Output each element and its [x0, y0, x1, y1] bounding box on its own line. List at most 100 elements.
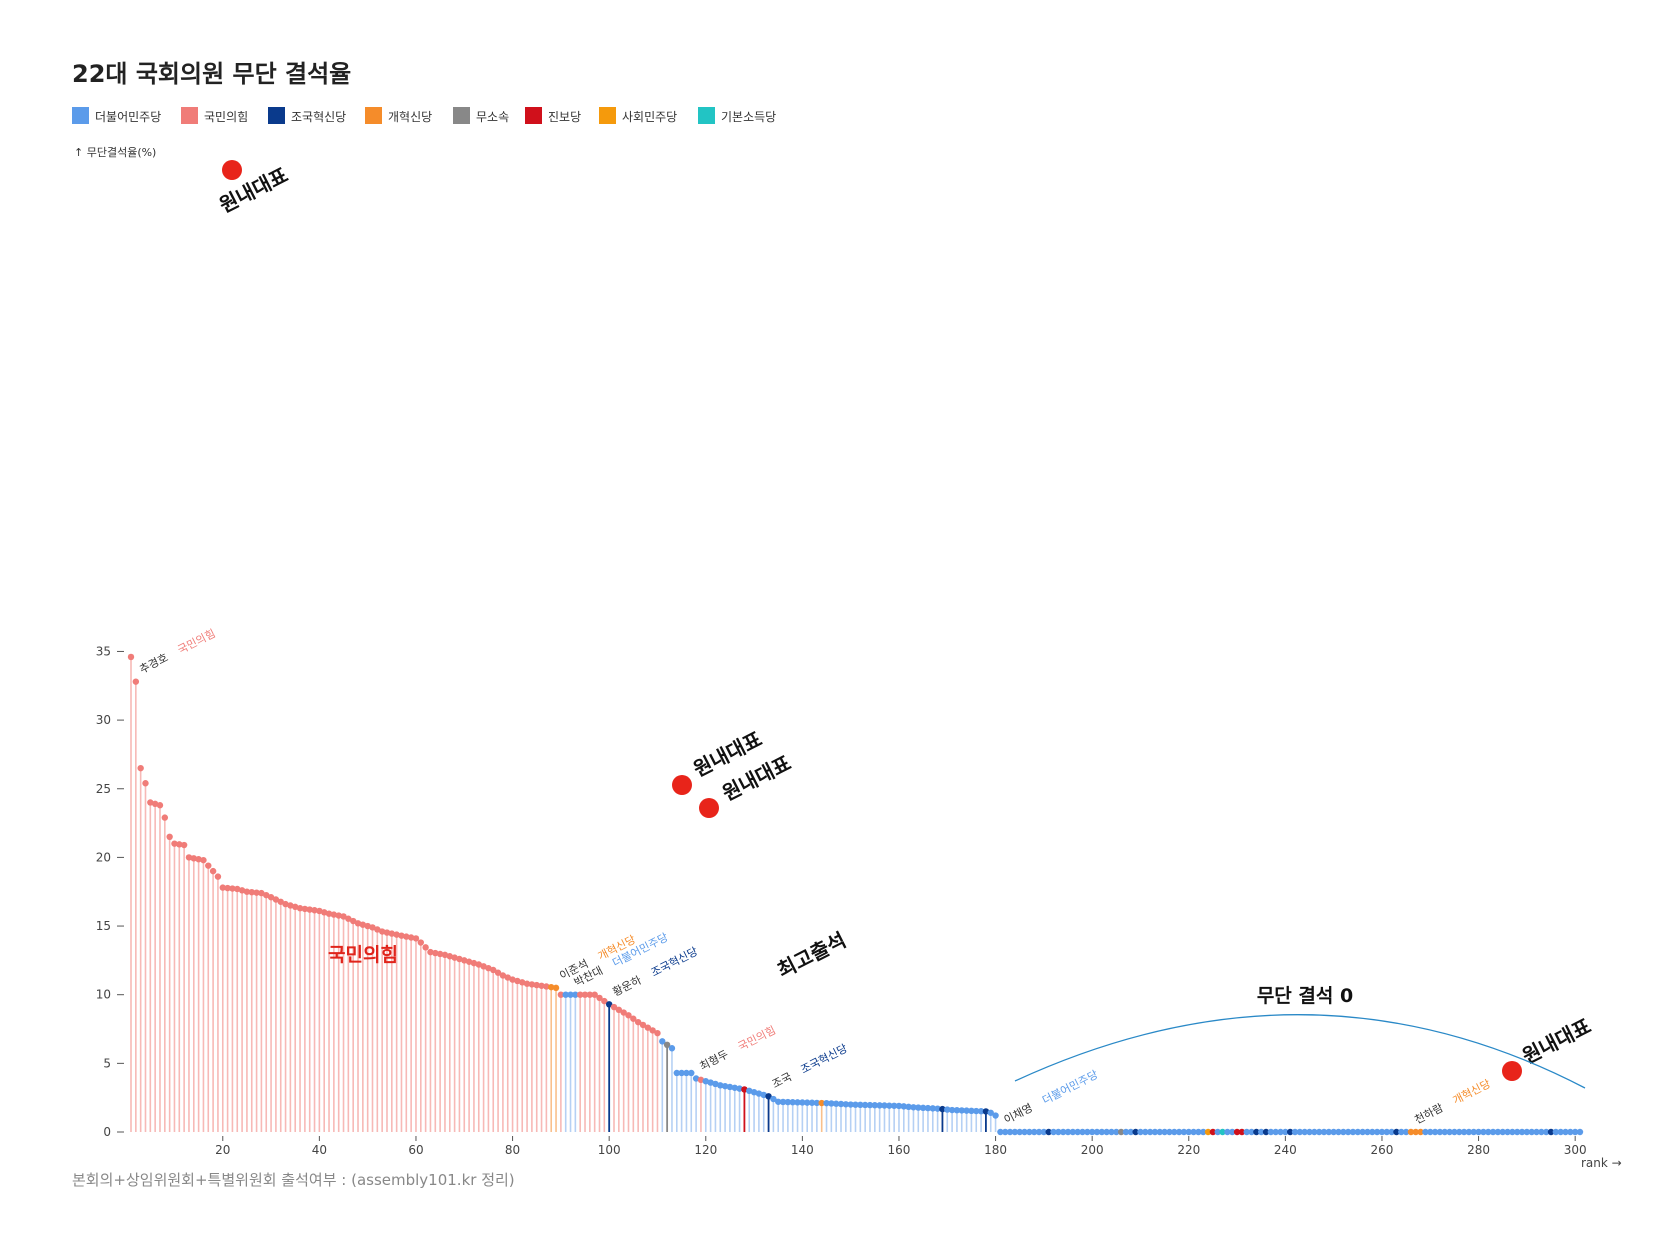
- point-rank-201: [1093, 1128, 1101, 1136]
- floor-leader-marker: [1502, 1061, 1522, 1081]
- point-rank-273: [1441, 1128, 1448, 1136]
- point-rank-11: [176, 841, 183, 848]
- point-rank-78: [499, 972, 507, 979]
- point-rank-86: [538, 982, 545, 989]
- x-tick-label: 160: [888, 1143, 911, 1157]
- y-tick-label: 20: [96, 850, 111, 864]
- member-name: 최형두: [698, 1048, 731, 1073]
- floor-leader-marker: [699, 798, 719, 818]
- point-rank-286: [1504, 1128, 1511, 1136]
- point-rank-164: [915, 1104, 922, 1111]
- point-rank-183: [1006, 1128, 1014, 1136]
- point-rank-264: [1398, 1128, 1405, 1136]
- point-rank-14: [190, 855, 197, 862]
- point-rank-102: [615, 1006, 623, 1014]
- point-rank-65: [436, 950, 444, 958]
- point-rank-46: [345, 915, 352, 922]
- point-rank-221: [1190, 1128, 1197, 1136]
- point-rank-125: [726, 1083, 734, 1091]
- x-tick-label: 80: [505, 1143, 520, 1157]
- point-rank-249: [1325, 1128, 1333, 1136]
- point-rank-213: [1151, 1128, 1159, 1136]
- point-rank-295: [1547, 1128, 1555, 1136]
- point-rank-202: [1098, 1128, 1106, 1136]
- member-name: 추경호: [137, 651, 170, 676]
- point-rank-298: [1562, 1128, 1569, 1136]
- point-rank-62: [422, 944, 429, 951]
- point-rank-222: [1195, 1128, 1202, 1136]
- point-rank-174: [963, 1107, 970, 1114]
- point-rank-91: [562, 991, 569, 998]
- y-tick-label: 15: [96, 919, 111, 933]
- point-rank-161: [900, 1103, 907, 1110]
- point-rank-281: [1480, 1128, 1487, 1136]
- point-rank-92: [567, 991, 574, 998]
- point-rank-113: [668, 1045, 676, 1052]
- point-rank-265: [1402, 1128, 1410, 1136]
- point-rank-299: [1567, 1128, 1574, 1136]
- point-rank-223: [1200, 1128, 1207, 1136]
- point-rank-28: [258, 889, 265, 897]
- point-rank-13: [185, 854, 193, 861]
- point-rank-143: [813, 1099, 821, 1107]
- legend-swatch: [599, 107, 616, 124]
- legend-swatch: [525, 107, 542, 124]
- point-rank-83: [523, 980, 531, 987]
- point-rank-35: [292, 903, 299, 911]
- point-rank-77: [494, 969, 502, 976]
- point-rank-132: [760, 1091, 767, 1099]
- point-rank-172: [953, 1107, 961, 1114]
- point-rank-106: [634, 1018, 642, 1026]
- y-tick-label: 0: [103, 1125, 111, 1139]
- point-rank-22: [229, 885, 236, 892]
- member-party: 조국혁신당: [649, 945, 700, 980]
- point-rank-16: [200, 856, 207, 864]
- member-name: 이채영: [1002, 1101, 1035, 1126]
- point-rank-51: [369, 924, 376, 931]
- point-rank-98: [596, 994, 603, 1002]
- point-rank-301: [1576, 1128, 1584, 1136]
- point-rank-181: [997, 1128, 1004, 1136]
- point-rank-145: [823, 1099, 830, 1107]
- point-rank-288: [1514, 1128, 1521, 1136]
- point-rank-211: [1142, 1128, 1149, 1136]
- point-rank-268: [1417, 1128, 1424, 1136]
- point-rank-294: [1542, 1128, 1550, 1136]
- point-rank-272: [1436, 1128, 1444, 1136]
- point-rank-4: [142, 780, 149, 787]
- point-rank-266: [1407, 1128, 1415, 1136]
- point-rank-285: [1499, 1128, 1506, 1136]
- point-rank-237: [1267, 1128, 1275, 1136]
- point-rank-188: [1031, 1128, 1038, 1136]
- point-rank-99: [601, 997, 608, 1005]
- best-attendance-callout: 최고출석: [773, 928, 849, 983]
- point-rank-207: [1122, 1128, 1130, 1136]
- point-rank-215: [1161, 1128, 1168, 1136]
- point-rank-284: [1494, 1128, 1502, 1136]
- point-rank-109: [649, 1027, 656, 1034]
- point-rank-195: [1064, 1128, 1072, 1136]
- legend-label: 더불어민주당: [95, 110, 161, 124]
- point-rank-297: [1557, 1128, 1564, 1136]
- point-rank-104: [625, 1012, 632, 1019]
- point-rank-40: [316, 907, 323, 915]
- point-rank-290: [1523, 1128, 1531, 1136]
- point-rank-228: [1224, 1128, 1231, 1136]
- point-rank-50: [364, 922, 371, 930]
- point-rank-43: [330, 911, 338, 918]
- point-rank-154: [866, 1101, 874, 1109]
- point-rank-212: [1146, 1128, 1154, 1136]
- x-tick-label: 100: [598, 1143, 621, 1157]
- point-rank-15: [195, 856, 202, 863]
- point-rank-73: [475, 961, 482, 968]
- point-rank-23: [234, 885, 241, 893]
- point-rank-190: [1040, 1128, 1048, 1136]
- point-rank-296: [1552, 1128, 1560, 1136]
- point-rank-66: [441, 951, 449, 959]
- point-rank-171: [948, 1106, 956, 1114]
- point-rank-69: [456, 955, 463, 963]
- point-rank-194: [1059, 1128, 1067, 1136]
- point-rank-72: [470, 959, 478, 967]
